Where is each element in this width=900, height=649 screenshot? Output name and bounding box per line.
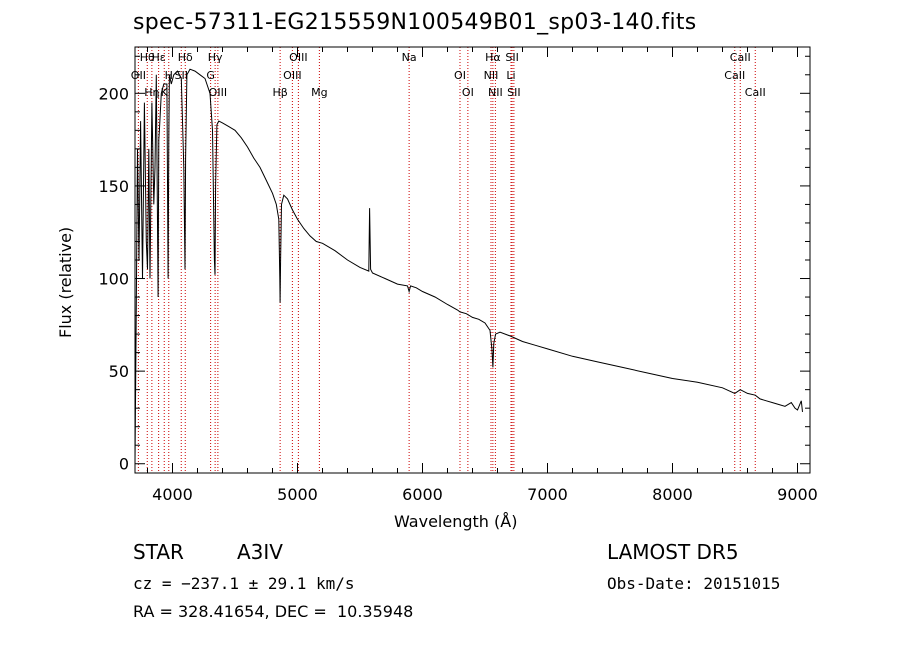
line-marker-label: NII <box>484 69 499 82</box>
line-marker-label: OII <box>131 69 146 82</box>
line-marker-label: H <box>165 69 173 82</box>
line-marker-label: OIII <box>209 86 227 99</box>
x-tick-label: 6000 <box>402 485 443 504</box>
line-marker-label: OIII <box>289 51 307 64</box>
x-tick-label: 8000 <box>652 485 693 504</box>
line-marker-label: Hη <box>144 86 159 99</box>
y-tick-label: 0 <box>119 455 129 474</box>
line-marker-label: CaII <box>724 69 745 82</box>
line-marker-label: K <box>161 86 169 99</box>
x-axis: 4000 5000 6000 7000 8000 9000 <box>147 47 818 504</box>
x-tick-label: 4000 <box>152 485 193 504</box>
line-marker-label: CaII <box>745 86 766 99</box>
line-marker-label: G <box>206 69 215 82</box>
plot-frame <box>134 46 811 474</box>
line-marker-label: Hθ <box>140 51 155 64</box>
redshift-value: cz = −237.1 ± 29.1 km/s <box>133 574 355 593</box>
line-marker-label: Mg <box>311 86 327 99</box>
survey-name: LAMOST DR5 <box>607 540 739 564</box>
x-tick-label: 7000 <box>527 485 568 504</box>
line-markers <box>137 47 756 473</box>
line-marker-label: Hε <box>152 51 166 64</box>
spectral-class: A3IV <box>237 540 283 564</box>
line-marker-label: Li <box>506 69 515 82</box>
x-axis-label: Wavelength (Å) <box>394 512 518 531</box>
y-tick-label: 200 <box>98 84 129 103</box>
y-axis-label: Flux (relative) <box>56 226 75 338</box>
line-marker-label: SII <box>505 51 518 64</box>
x-tick-label: 5000 <box>277 485 318 504</box>
line-marker-label: NII <box>488 86 503 99</box>
y-tick-label: 150 <box>98 177 129 196</box>
star-label: STAR <box>133 540 184 564</box>
line-marker-label: OIII <box>283 69 301 82</box>
chart-title: spec-57311-EG215559N100549B01_sp03-140.f… <box>133 10 697 35</box>
coordinates: RA = 328.41654, DEC = 10.35948 <box>133 602 414 621</box>
line-marker-label: Hβ <box>272 86 287 99</box>
line-marker-label: CaII <box>730 51 751 64</box>
x-tick-label: 9000 <box>777 485 818 504</box>
line-marker-label: Hα <box>485 51 501 64</box>
line-marker-label: SII <box>507 86 520 99</box>
y-axis: 0 50 100 150 200 <box>98 55 810 474</box>
line-marker-label: Hδ <box>178 51 193 64</box>
line-marker-label: OI <box>462 86 474 99</box>
line-marker-labels: Hθ HK Hδ OII Hη Hε SII OIII Hγ G Hβ OIII OIII Mg Na OI O… <box>131 51 766 99</box>
line-marker-label: OI <box>454 69 466 82</box>
spectrum-line <box>134 68 803 464</box>
observation-date: Obs-Date: 20151015 <box>607 574 781 593</box>
line-marker-label: Na <box>402 51 417 64</box>
y-tick-label: 100 <box>98 270 129 289</box>
line-marker-label: Hγ <box>208 51 223 64</box>
y-tick-label: 50 <box>109 362 129 381</box>
